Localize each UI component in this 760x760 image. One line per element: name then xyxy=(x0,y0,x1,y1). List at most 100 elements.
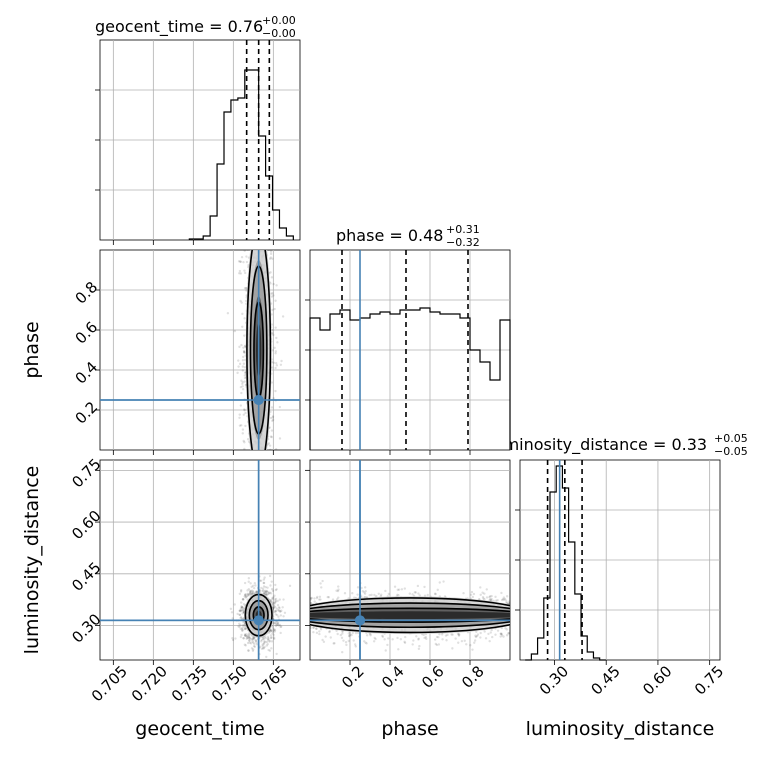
sample-point xyxy=(271,622,275,625)
sample-point xyxy=(241,380,244,384)
truth-point xyxy=(253,615,264,626)
sample-point xyxy=(242,607,245,610)
sample-point xyxy=(244,593,247,596)
sample-point xyxy=(422,633,425,637)
ylabel-phase: phase xyxy=(21,321,43,378)
sample-point xyxy=(437,643,441,646)
sample-point xyxy=(500,598,504,602)
sample-point xyxy=(373,636,376,640)
sample-point xyxy=(271,257,274,260)
sample-point xyxy=(411,593,414,596)
sample-point xyxy=(500,632,503,636)
sample-point xyxy=(246,594,250,597)
sample-point xyxy=(499,635,502,638)
sample-point xyxy=(261,242,263,244)
sample-point xyxy=(262,578,266,581)
sample-point xyxy=(239,385,243,389)
sample-point xyxy=(502,598,506,602)
sample-point xyxy=(269,271,272,274)
sample-point xyxy=(248,633,251,637)
sample-point xyxy=(360,586,363,590)
sample-point xyxy=(242,637,245,640)
sample-point xyxy=(397,648,400,651)
sample-point xyxy=(251,649,255,652)
sample-point xyxy=(397,588,401,591)
sample-point xyxy=(257,243,259,245)
sample-point xyxy=(244,634,247,637)
sample-point xyxy=(475,634,479,638)
sample-point xyxy=(345,643,348,647)
sample-point xyxy=(251,637,255,640)
sample-point xyxy=(474,635,478,639)
sample-point xyxy=(274,622,277,626)
sample-point xyxy=(274,613,277,616)
sample-point xyxy=(240,391,243,395)
sample-point xyxy=(247,593,251,597)
sample-point xyxy=(237,260,241,263)
panel-phase-luminosity_distance xyxy=(305,459,511,665)
sample-point xyxy=(240,606,244,609)
sample-point xyxy=(460,639,464,643)
sample-point xyxy=(418,644,421,648)
x-tick-label-phase: 0.6 xyxy=(418,662,448,692)
sample-point xyxy=(250,591,254,595)
sample-point xyxy=(245,289,248,292)
sample-point xyxy=(365,634,369,637)
sample-point xyxy=(433,638,437,641)
sample-point xyxy=(369,634,372,637)
sample-point xyxy=(414,591,418,594)
sample-point xyxy=(315,596,319,600)
sample-point xyxy=(310,596,313,600)
sample-point xyxy=(261,247,263,249)
xlabel-geocent-time: geocent_time xyxy=(135,718,264,740)
sample-point xyxy=(505,628,509,631)
sample-point xyxy=(310,626,312,630)
sample-point xyxy=(264,585,267,589)
sample-point xyxy=(278,623,282,627)
sample-point xyxy=(273,628,276,631)
sample-point xyxy=(240,609,244,612)
sample-point xyxy=(337,596,340,599)
sample-point xyxy=(444,634,448,637)
sample-point xyxy=(354,631,358,635)
sample-point xyxy=(258,579,262,582)
sample-point xyxy=(270,406,274,409)
sample-point xyxy=(268,639,271,642)
sample-point xyxy=(274,599,278,603)
sample-point xyxy=(271,601,274,604)
sample-point xyxy=(237,359,240,362)
sample-point xyxy=(244,596,248,599)
sample-point xyxy=(450,633,453,636)
sample-point xyxy=(276,621,280,625)
sample-point xyxy=(274,583,277,587)
sample-point xyxy=(254,453,256,455)
sample-point xyxy=(476,633,480,636)
sample-point xyxy=(260,647,264,650)
sample-point xyxy=(279,631,282,635)
sample-point xyxy=(451,647,454,650)
sample-point xyxy=(426,593,429,597)
sample-point xyxy=(260,242,262,244)
sample-point xyxy=(242,362,246,365)
density-level xyxy=(310,611,510,620)
sample-point xyxy=(244,626,247,629)
sample-point xyxy=(269,584,272,587)
sample-point xyxy=(263,645,266,649)
sample-point xyxy=(243,351,247,354)
sample-point xyxy=(243,595,246,598)
title-geocent-time: geocent_time = 0.76 xyxy=(95,17,263,37)
sample-point xyxy=(275,652,278,656)
sample-point xyxy=(259,579,263,582)
title-phase-sup: +0.31 xyxy=(446,223,480,236)
sample-point xyxy=(242,346,245,349)
sample-point xyxy=(269,636,273,640)
sample-point xyxy=(434,642,438,646)
sample-point xyxy=(266,637,270,641)
sample-point xyxy=(270,629,273,632)
sample-point xyxy=(348,634,351,637)
sample-point xyxy=(507,632,510,635)
sample-point xyxy=(482,597,485,600)
sample-point xyxy=(245,456,247,458)
sample-point xyxy=(433,592,437,595)
sample-point xyxy=(244,411,247,415)
